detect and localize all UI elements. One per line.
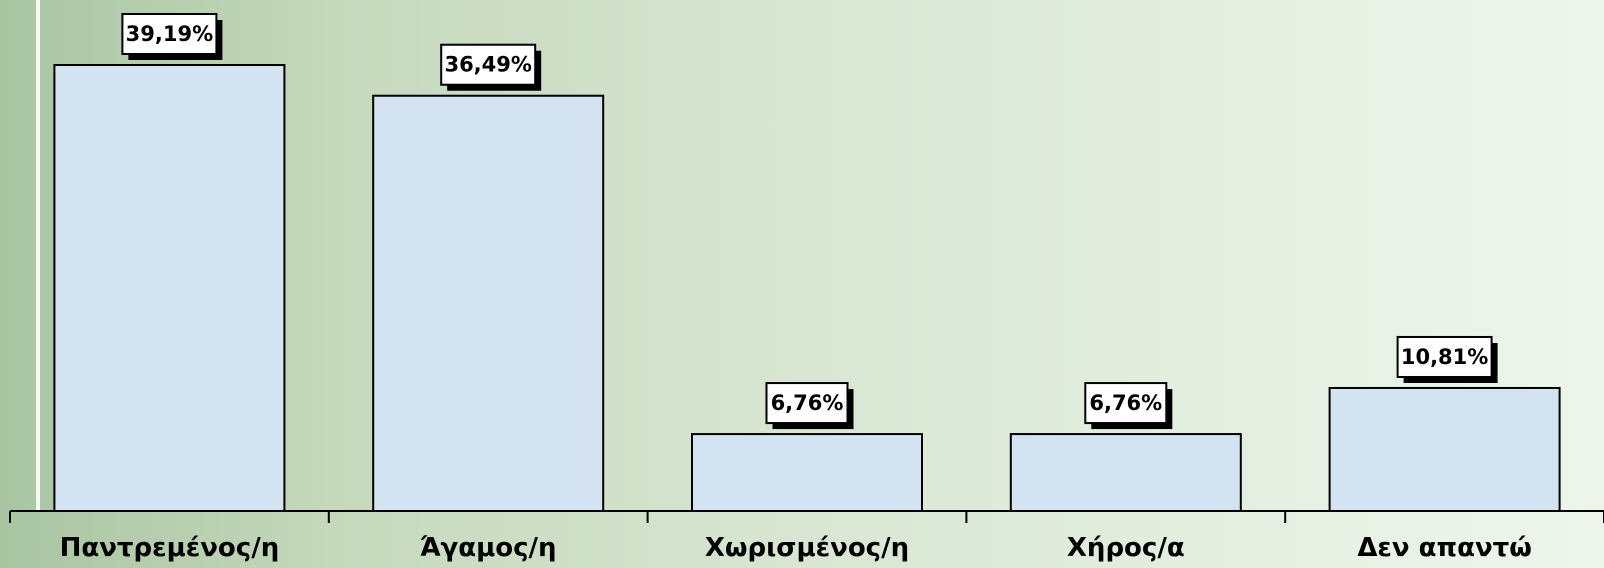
value-label-box [765, 382, 849, 425]
category-label: Παντρεμένος/η [60, 533, 280, 563]
bar [372, 94, 605, 512]
category-labels-group: Παντρεμένος/η Άγαμος/η Χωρισμένος/η Χήρος/α… [60, 533, 1532, 563]
category-label: Άγαμος/η [420, 533, 557, 563]
bars-group [53, 64, 1561, 513]
value-label: 6,76% [1089, 391, 1162, 415]
bar [1009, 433, 1242, 512]
category-label: Χωρισμένος/η [705, 533, 909, 563]
value-label: 6,76% [771, 391, 844, 415]
value-label-box [121, 13, 218, 55]
value-label: 36,49% [444, 53, 531, 77]
bar [1328, 386, 1561, 513]
bar [53, 64, 286, 512]
value-label-box [1396, 335, 1493, 378]
category-label: Δεν απαντώ [1357, 533, 1532, 563]
left-edge-stripe [36, 0, 40, 510]
bar [691, 433, 923, 512]
x-axis [9, 510, 1604, 523]
value-label: 39,19% [126, 22, 213, 46]
category-label: Χήρος/α [1067, 533, 1185, 563]
value-label: 10,81% [1401, 345, 1488, 369]
value-label-box [440, 43, 537, 86]
value-labels-group: 39,19% 36,49% 6,76% 6,76% 10,81% [121, 13, 1498, 430]
value-label-box [1084, 382, 1168, 425]
